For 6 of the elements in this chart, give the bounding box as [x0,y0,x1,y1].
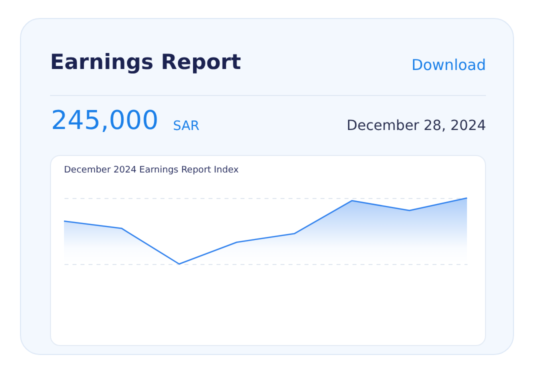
text: 245,000 [51,106,159,136]
chart-title: December 2024 Earnings Report Index [64,165,240,176]
text: Earnings Report [50,50,242,74]
text: December 28, 2024 [346,118,486,134]
text: Download [411,56,486,74]
text: SAR [173,119,200,134]
